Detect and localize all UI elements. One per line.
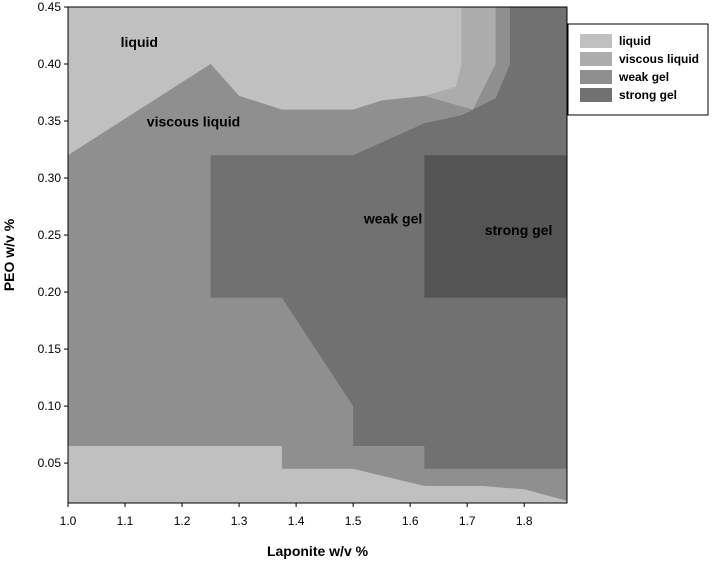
y-tick-label: 0.20 bbox=[38, 285, 62, 299]
annotation-liquid: liquid bbox=[121, 34, 158, 50]
x-tick-label: 1.5 bbox=[345, 514, 362, 528]
legend-label: strong gel bbox=[619, 88, 677, 102]
y-tick-label: 0.30 bbox=[38, 171, 62, 185]
region-liquid-1 bbox=[68, 446, 567, 503]
x-tick-label: 1.7 bbox=[459, 514, 476, 528]
x-axis-ticks: 1.0 1.1 1.2 1.3 1.4 1.5 1.6 1.7 1.8 bbox=[60, 503, 533, 528]
annotation-viscous-liquid: viscous liquid bbox=[147, 114, 240, 130]
y-tick-label: 0.15 bbox=[38, 342, 62, 356]
region-liquid-2 bbox=[68, 7, 462, 156]
x-tick-label: 1.6 bbox=[402, 514, 419, 528]
y-tick-label: 0.25 bbox=[38, 228, 62, 242]
legend-label: weak gel bbox=[618, 70, 669, 84]
legend: liquid viscous liquid weak gel strong gel bbox=[567, 23, 709, 116]
y-tick-label: 0.05 bbox=[38, 456, 62, 470]
y-tick-label: 0.45 bbox=[38, 0, 62, 14]
legend-label: viscous liquid bbox=[619, 52, 699, 66]
region-strong-gel-1 bbox=[210, 7, 567, 469]
x-tick-label: 1.2 bbox=[174, 514, 191, 528]
y-tick-label: 0.40 bbox=[38, 57, 62, 71]
legend-swatch bbox=[580, 34, 612, 48]
x-tick-label: 1.3 bbox=[231, 514, 248, 528]
annotation-strong-gel: strong gel bbox=[485, 222, 553, 238]
contour-regions bbox=[68, 7, 567, 503]
y-axis-ticks: 0.05 0.10 0.15 0.20 0.25 0.30 0.35 0.40 0.45 bbox=[38, 0, 68, 470]
legend-swatch bbox=[580, 70, 612, 84]
y-tick-label: 0.35 bbox=[38, 114, 62, 128]
annotation-weak-gel: weak gel bbox=[363, 211, 422, 227]
region-annotations: liquid viscous liquid weak gel strong gel bbox=[121, 34, 553, 238]
x-tick-label: 1.1 bbox=[117, 514, 134, 528]
x-tick-label: 1.4 bbox=[288, 514, 305, 528]
legend-swatch bbox=[580, 52, 612, 66]
legend-swatch bbox=[580, 88, 612, 102]
x-tick-label: 1.8 bbox=[516, 514, 533, 528]
region-strongest-1 bbox=[424, 155, 567, 298]
legend-label: liquid bbox=[619, 34, 651, 48]
y-tick-label: 0.10 bbox=[38, 399, 62, 413]
plot-area-frame bbox=[67, 6, 568, 504]
x-axis-label: Laponite w/v % bbox=[267, 543, 369, 559]
x-tick-label: 1.0 bbox=[60, 514, 77, 528]
y-axis-label: PEO w/v % bbox=[1, 218, 17, 291]
